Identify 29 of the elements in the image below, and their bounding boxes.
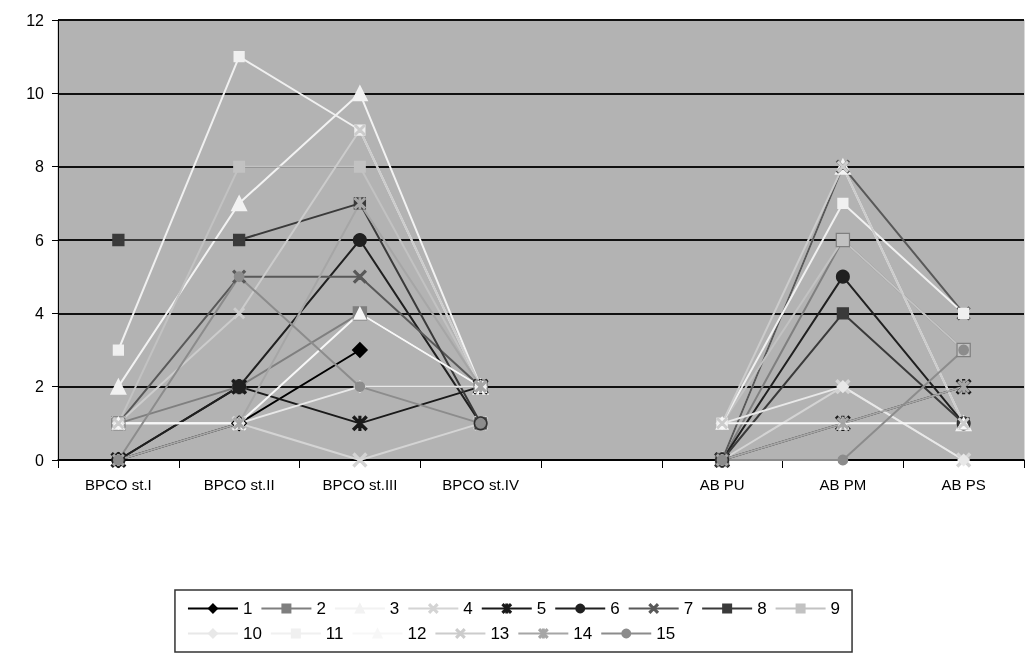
x-tick-label: BPCO st.I — [85, 475, 152, 493]
y-tick-label: 2 — [35, 378, 45, 396]
x-tick-label: AB PU — [699, 475, 745, 493]
y-tick-label: 6 — [35, 231, 45, 249]
legend-label: 2 — [316, 599, 326, 618]
y-tick-label: 10 — [26, 84, 45, 102]
legend-label: 10 — [242, 624, 262, 643]
legend-label: 4 — [463, 599, 473, 618]
x-tick-label: AB PM — [819, 475, 867, 493]
x-tick-label: BPCO st.III — [322, 475, 398, 493]
y-tick-label: 12 — [26, 11, 45, 29]
y-tick-label: 4 — [35, 304, 45, 322]
y-tick-label: 8 — [35, 158, 45, 176]
legend-label: 6 — [610, 599, 620, 618]
x-tick-label: BPCO st.II — [203, 475, 275, 493]
y-tick-label: 0 — [35, 451, 45, 469]
legend-label: 1 — [242, 599, 253, 618]
legend-label: 8 — [757, 599, 767, 618]
x-tick-label: BPCO st.IV — [442, 475, 519, 493]
legend-label: 7 — [683, 599, 694, 618]
legend-label: 15 — [656, 624, 676, 643]
x-tick-label: AB PS — [941, 475, 986, 493]
legend-label: 14 — [573, 624, 593, 643]
legend-label: 12 — [407, 624, 427, 643]
legend-label: 3 — [389, 599, 400, 618]
legend-label: 5 — [536, 599, 547, 618]
legend-label: 9 — [830, 599, 841, 618]
legend-label: 11 — [325, 624, 344, 643]
legend-label: 13 — [490, 624, 510, 643]
